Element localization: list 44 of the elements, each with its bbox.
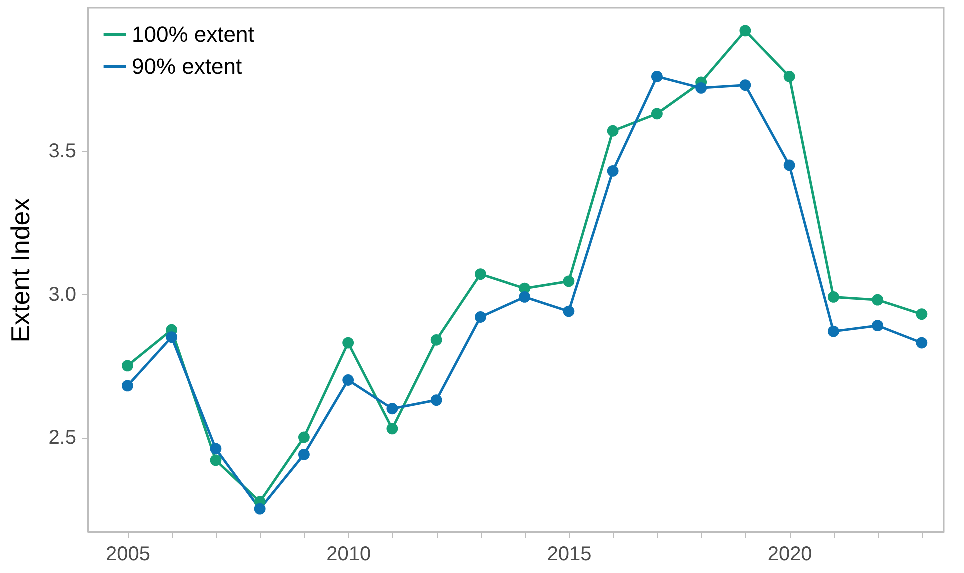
x-tick-label: 2020: [768, 544, 812, 566]
y-axis-title: Extent Index: [6, 198, 36, 343]
point: [475, 312, 486, 323]
point: [386, 403, 398, 415]
point: [166, 332, 178, 343]
point: [430, 394, 442, 406]
legend-label: 100% extent: [132, 22, 254, 47]
point: [651, 108, 663, 120]
y-tick-label: 2.5: [48, 427, 76, 450]
point: [563, 276, 575, 288]
point: [607, 125, 619, 137]
point: [872, 320, 884, 332]
point: [254, 503, 266, 515]
point: [342, 337, 354, 349]
point: [386, 423, 398, 435]
point: [916, 337, 928, 349]
y-tick-label: 3.5: [48, 140, 76, 163]
legend-label: 90% extent: [132, 54, 242, 79]
point: [210, 443, 222, 455]
point: [122, 380, 134, 392]
point: [519, 292, 531, 303]
point: [916, 308, 928, 320]
point: [828, 292, 840, 303]
point: [828, 326, 840, 338]
point: [475, 268, 486, 280]
point: [784, 71, 796, 82]
x-tick-label: 2010: [326, 544, 372, 566]
x-tick-label: 2005: [106, 544, 150, 566]
point: [210, 454, 222, 466]
point: [298, 432, 310, 444]
point: [740, 80, 752, 91]
point: [342, 374, 354, 386]
point: [430, 334, 442, 346]
point: [872, 294, 884, 306]
x-tick-label: 2015: [547, 544, 592, 566]
y-tick-label: 3.0: [48, 284, 76, 306]
point: [784, 160, 796, 172]
point: [740, 25, 752, 37]
point: [122, 360, 134, 372]
point: [298, 449, 310, 460]
point: [696, 82, 708, 94]
point: [563, 306, 575, 318]
point: [651, 71, 663, 82]
point: [607, 166, 619, 177]
